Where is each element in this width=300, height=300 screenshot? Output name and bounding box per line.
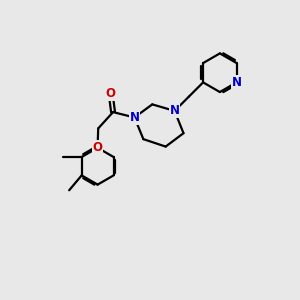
Text: N: N (232, 76, 242, 89)
Text: O: O (93, 141, 103, 154)
Text: N: N (130, 111, 140, 124)
Text: N: N (169, 104, 180, 117)
Text: O: O (106, 87, 116, 100)
